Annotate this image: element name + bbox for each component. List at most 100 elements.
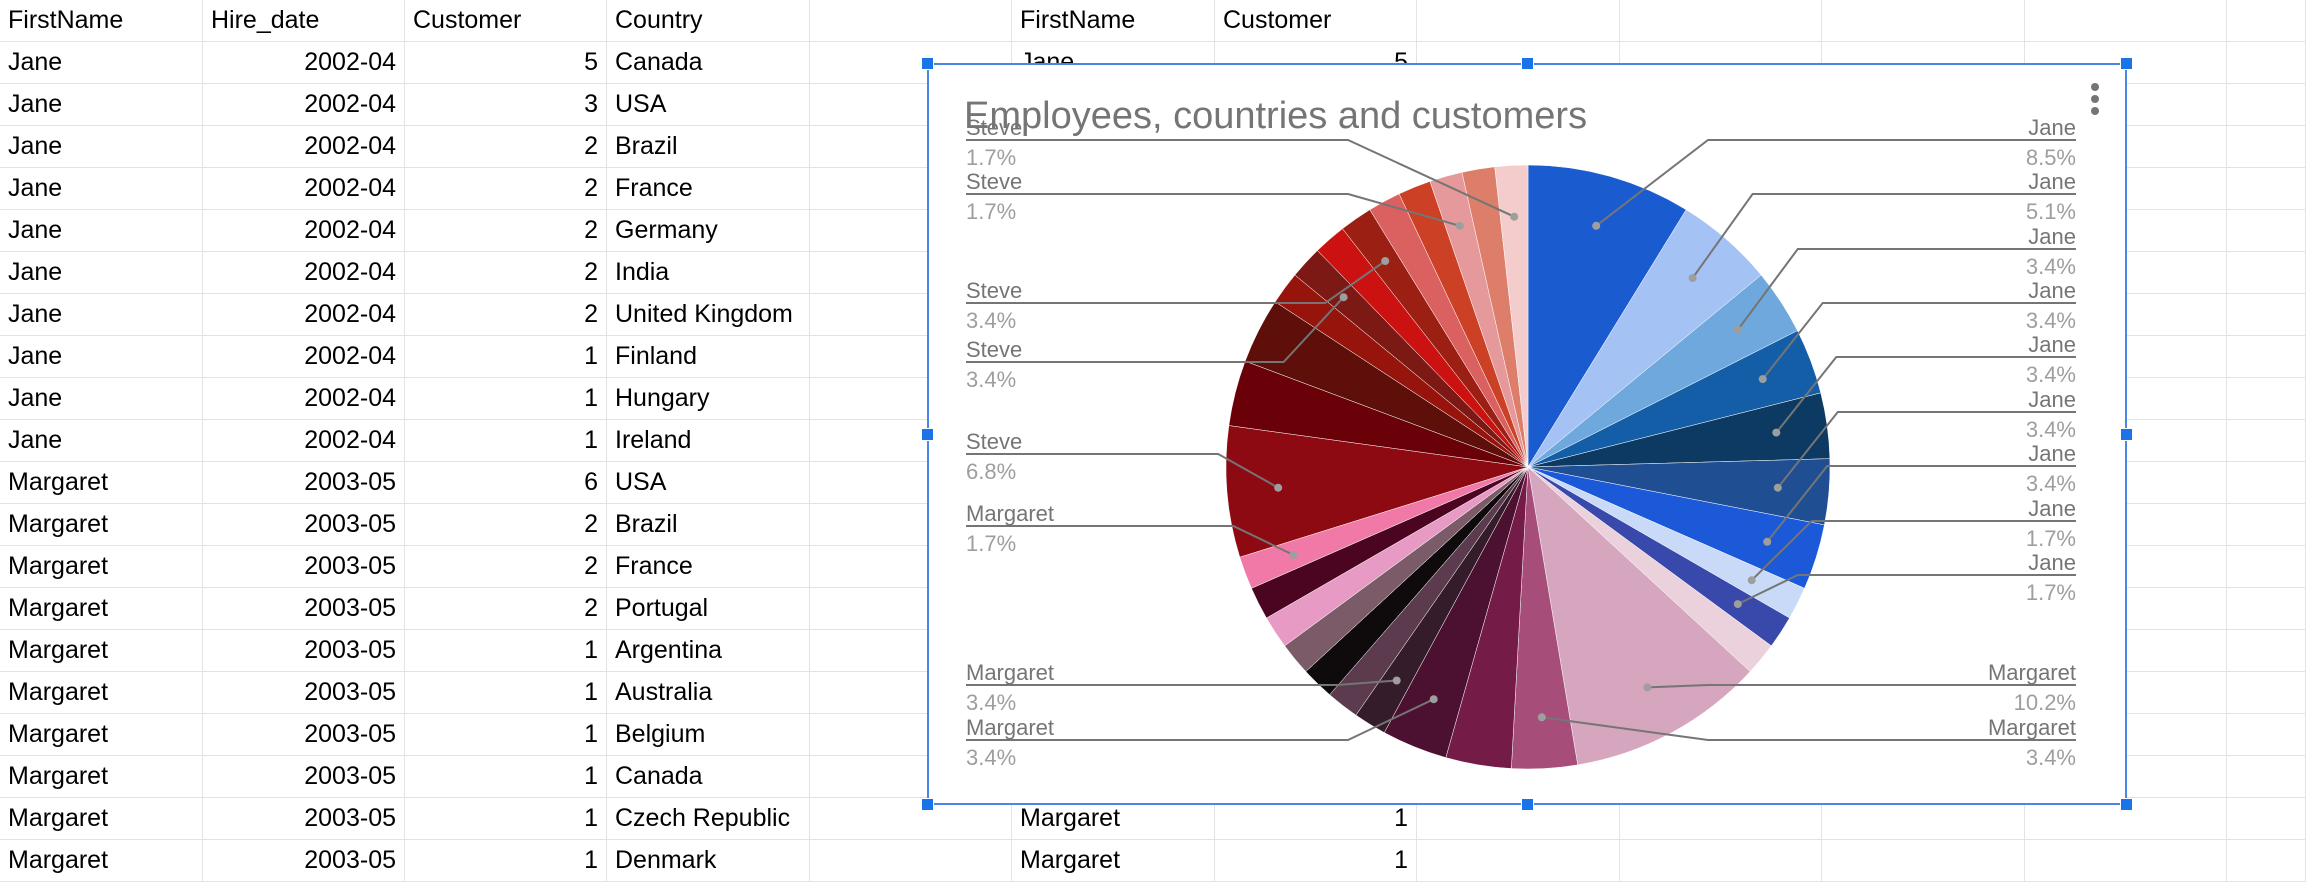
empty-cell[interactable] [2227, 588, 2306, 630]
empty-cell[interactable] [2227, 210, 2306, 252]
table-cell[interactable]: 2003-05 [203, 504, 405, 546]
empty-cell[interactable] [2227, 798, 2306, 840]
pivot-header-cell[interactable]: Customer [1215, 0, 1417, 42]
empty-cell[interactable] [2227, 546, 2306, 588]
table-cell[interactable]: 1 [405, 630, 607, 672]
header-cell[interactable]: Hire_date [203, 0, 405, 42]
table-cell[interactable]: 2003-05 [203, 840, 405, 882]
empty-cell[interactable] [1417, 798, 1620, 840]
table-cell[interactable]: 2002-04 [203, 378, 405, 420]
table-cell[interactable]: 2002-04 [203, 84, 405, 126]
header-cell[interactable]: Country [607, 0, 810, 42]
table-cell[interactable]: 1 [405, 336, 607, 378]
pivot-cell[interactable]: Margaret [1012, 798, 1215, 840]
table-cell[interactable]: Margaret [0, 840, 203, 882]
table-cell[interactable]: 2 [405, 294, 607, 336]
resize-handle-bottom[interactable] [1521, 798, 1534, 811]
pivot-cell[interactable]: Margaret [1012, 840, 1215, 882]
table-cell[interactable]: Jane [0, 252, 203, 294]
table-cell[interactable]: 1 [405, 378, 607, 420]
header-cell[interactable]: FirstName [0, 0, 203, 42]
table-cell[interactable]: 2002-04 [203, 294, 405, 336]
table-cell[interactable]: Jane [0, 126, 203, 168]
table-cell[interactable]: Jane [0, 294, 203, 336]
empty-cell[interactable] [1822, 798, 2025, 840]
empty-cell[interactable] [2227, 504, 2306, 546]
empty-cell[interactable] [1417, 840, 1620, 882]
pivot-cell[interactable]: 1 [1215, 798, 1417, 840]
table-cell[interactable]: Margaret [0, 546, 203, 588]
table-cell[interactable]: Margaret [0, 630, 203, 672]
resize-handle-right[interactable] [2120, 428, 2133, 441]
table-cell[interactable]: Jane [0, 378, 203, 420]
pivot-cell[interactable]: 1 [1215, 840, 1417, 882]
table-cell[interactable]: Canada [607, 42, 810, 84]
table-cell[interactable]: 2 [405, 126, 607, 168]
table-cell[interactable]: Australia [607, 672, 810, 714]
empty-cell[interactable] [2227, 840, 2306, 882]
empty-cell[interactable] [2227, 294, 2306, 336]
table-cell[interactable]: Jane [0, 42, 203, 84]
table-cell[interactable]: Jane [0, 168, 203, 210]
table-cell[interactable]: 2003-05 [203, 798, 405, 840]
table-cell[interactable]: France [607, 168, 810, 210]
table-cell[interactable]: Germany [607, 210, 810, 252]
empty-cell[interactable] [2227, 126, 2306, 168]
resize-handle-bottom-left[interactable] [921, 798, 934, 811]
empty-cell[interactable] [2227, 420, 2306, 462]
table-cell[interactable]: 1 [405, 756, 607, 798]
table-cell[interactable]: Jane [0, 84, 203, 126]
pie-slice-steve[interactable] [1225, 425, 1529, 558]
table-cell[interactable]: 2002-04 [203, 336, 405, 378]
resize-handle-top-left[interactable] [921, 57, 934, 70]
empty-cell[interactable] [810, 840, 1012, 882]
empty-cell[interactable] [2227, 168, 2306, 210]
table-cell[interactable]: 1 [405, 672, 607, 714]
table-cell[interactable]: 2003-05 [203, 756, 405, 798]
table-cell[interactable]: Margaret [0, 672, 203, 714]
empty-cell[interactable] [2227, 630, 2306, 672]
table-cell[interactable]: 2003-05 [203, 714, 405, 756]
pivot-header-cell[interactable]: FirstName [1012, 0, 1215, 42]
table-cell[interactable]: Margaret [0, 756, 203, 798]
table-cell[interactable]: USA [607, 84, 810, 126]
table-cell[interactable]: Belgium [607, 714, 810, 756]
empty-cell[interactable] [2227, 714, 2306, 756]
table-cell[interactable]: 2003-05 [203, 672, 405, 714]
table-cell[interactable]: Margaret [0, 714, 203, 756]
table-cell[interactable]: 2002-04 [203, 252, 405, 294]
table-cell[interactable]: Portugal [607, 588, 810, 630]
empty-cell[interactable] [810, 798, 1012, 840]
empty-cell[interactable] [810, 0, 1012, 42]
table-cell[interactable]: Margaret [0, 504, 203, 546]
empty-cell[interactable] [2227, 672, 2306, 714]
table-cell[interactable]: 2 [405, 588, 607, 630]
table-cell[interactable]: Canada [607, 756, 810, 798]
table-cell[interactable]: USA [607, 462, 810, 504]
table-cell[interactable]: 2 [405, 168, 607, 210]
pie-slice-margaret[interactable] [1527, 466, 1751, 766]
table-cell[interactable]: 1 [405, 714, 607, 756]
table-cell[interactable]: Jane [0, 420, 203, 462]
table-cell[interactable]: 2003-05 [203, 546, 405, 588]
empty-cell[interactable] [2025, 798, 2227, 840]
empty-cell[interactable] [2227, 84, 2306, 126]
table-cell[interactable]: 6 [405, 462, 607, 504]
table-cell[interactable]: 1 [405, 798, 607, 840]
resize-handle-top-right[interactable] [2120, 57, 2133, 70]
table-cell[interactable]: Czech Republic [607, 798, 810, 840]
resize-handle-left[interactable] [921, 428, 934, 441]
table-cell[interactable]: 2002-04 [203, 168, 405, 210]
table-cell[interactable]: Margaret [0, 588, 203, 630]
table-cell[interactable]: 5 [405, 42, 607, 84]
table-cell[interactable]: Margaret [0, 798, 203, 840]
empty-cell[interactable] [1620, 0, 1822, 42]
pie-chart[interactable]: Employees, countries and customers Jane 8… [921, 57, 2133, 811]
pie-slice-jane[interactable] [1527, 164, 1687, 468]
empty-cell[interactable] [2227, 378, 2306, 420]
empty-cell[interactable] [2227, 336, 2306, 378]
table-cell[interactable]: 2 [405, 252, 607, 294]
table-cell[interactable]: Brazil [607, 504, 810, 546]
empty-cell[interactable] [1822, 0, 2025, 42]
